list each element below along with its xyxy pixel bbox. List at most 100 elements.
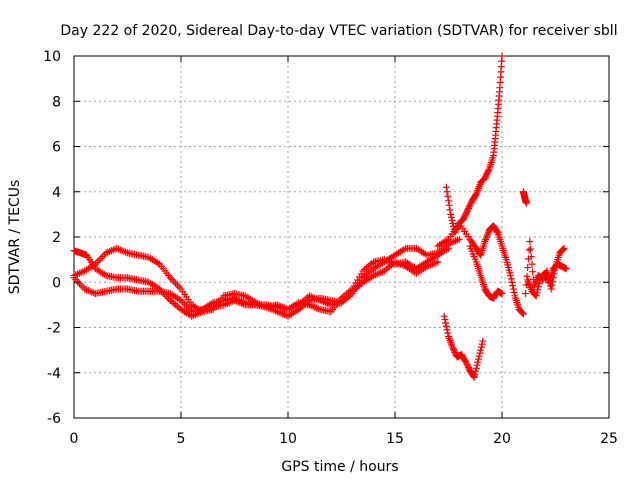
data-point-arc-g [463, 360, 471, 368]
data-point-arc-g [450, 347, 458, 355]
y-axis: -6 -4 -2 0 2 4 6 8 10 [43, 49, 609, 427]
data-point-arc-g [451, 348, 459, 356]
data-point-arc-i [528, 260, 536, 268]
data-point-arc-i [523, 272, 531, 280]
data-point-arc-c [434, 258, 442, 266]
data-point-arc-g [443, 326, 451, 334]
y-axis-title: SDTVAR / TECUs [7, 180, 23, 295]
data-point-arc-g [462, 357, 470, 365]
data-point-arc-e [507, 271, 515, 279]
data-point-arc-d [447, 210, 455, 218]
data-point-arc-g [472, 364, 480, 372]
data-point-arc-g [475, 352, 483, 360]
y-tick-label: -2 [47, 321, 61, 337]
data-point-arc-d [447, 213, 455, 221]
data-point-arc-d [462, 210, 470, 218]
x-tick-label: 25 [600, 431, 618, 447]
data-point-arc-g [473, 361, 481, 369]
data-point-arc-g [479, 337, 487, 345]
data-point-arc-i [559, 246, 567, 254]
data-point-arc-j [562, 265, 570, 273]
y-tick-label: 10 [43, 49, 61, 65]
data-point-arc-j [533, 289, 541, 297]
data-point-arc-d [482, 173, 490, 181]
data-point-arc-e [510, 288, 518, 296]
data-point-arc-d [467, 200, 475, 208]
data-point-arc-j [534, 283, 542, 291]
data-point-arc-d [462, 209, 470, 217]
data-point-arc-g [449, 344, 457, 352]
data-point-arc-d [484, 167, 492, 175]
data-point-arc-j [535, 280, 543, 288]
data-point-arc-d [464, 206, 472, 214]
grid-lines [74, 56, 609, 418]
data-point-arc-g [478, 340, 486, 348]
data-point-arc-i [559, 245, 567, 253]
data-point-arc-i [529, 268, 537, 276]
data-point-arc-d [444, 192, 452, 200]
data-point-arc-d [445, 197, 452, 205]
data-point-arc-d [483, 170, 491, 178]
data-point-arc-g [449, 345, 457, 353]
data-point-arc-g [444, 329, 452, 337]
data-point-arc-h [523, 199, 531, 207]
data-point-arc-a [455, 235, 463, 243]
data-point-arc-g [474, 358, 482, 366]
y-tick-label: 0 [52, 275, 61, 291]
data-point-arc-g [464, 362, 472, 370]
data-point-arc-d [461, 212, 469, 220]
y-tick-label: -4 [47, 366, 61, 382]
y-tick-label: 4 [52, 185, 61, 201]
data-point-arc-g [470, 373, 478, 381]
data-point-arc-d [443, 188, 451, 196]
x-axis: 0 5 10 15 20 25 [70, 56, 618, 447]
data-point-arc-i [524, 264, 532, 272]
data-point-arc-d [448, 216, 456, 224]
data-point-arc-b [445, 244, 452, 252]
data-point-arc-d [445, 201, 453, 209]
y-tick-label: 8 [52, 94, 61, 110]
data-point-arc-d [482, 171, 490, 179]
data-point-arc-d [466, 201, 474, 209]
data-point-arc-g [474, 355, 482, 363]
data-point-arc-e [519, 309, 527, 317]
data-point-arc-i [522, 290, 530, 298]
data-point-arc-g [477, 343, 485, 351]
data-point-arc-i [526, 238, 534, 246]
x-tick-label: 15 [386, 431, 404, 447]
y-tick-label: -6 [47, 411, 61, 427]
data-point-arc-j [542, 271, 550, 279]
data-point-arc-d [472, 191, 480, 199]
data-point-arc-g [441, 316, 449, 324]
data-point-arc-g [476, 349, 484, 357]
x-tick-label: 0 [70, 431, 79, 447]
data-point-arc-d [442, 183, 450, 191]
data-point-arc-e [508, 278, 516, 286]
data-point-arc-g [462, 359, 470, 367]
data-point-arc-i [527, 245, 535, 253]
data-point-arc-e [493, 227, 501, 235]
chart-title: Day 222 of 2020, Sidereal Day-to-day VTE… [60, 23, 617, 39]
data-point-arc-e [518, 308, 526, 316]
data-point-arc-g [477, 346, 485, 354]
data-point-arc-j [532, 292, 540, 300]
y-tick-label: 2 [52, 230, 61, 246]
data-point-arc-i [547, 282, 555, 290]
data-point-arc-d [459, 215, 467, 223]
x-tick-label: 5 [177, 431, 186, 447]
data-point-arc-g [442, 319, 450, 327]
data-point-arc-j [536, 277, 544, 285]
data-point-arc-e [509, 285, 517, 293]
data-point-arc-d [498, 52, 506, 60]
data-points [70, 52, 570, 381]
data-point-arc-i [547, 285, 555, 293]
data-point-arc-e [507, 275, 515, 283]
x-tick-label: 10 [279, 431, 297, 447]
data-point-arc-d [464, 204, 472, 212]
data-point-arc-g [471, 370, 479, 378]
data-point-arc-i [527, 253, 535, 261]
x-tick-label: 20 [493, 431, 511, 447]
data-point-arc-d [463, 207, 471, 215]
data-point-arc-d [449, 219, 457, 227]
